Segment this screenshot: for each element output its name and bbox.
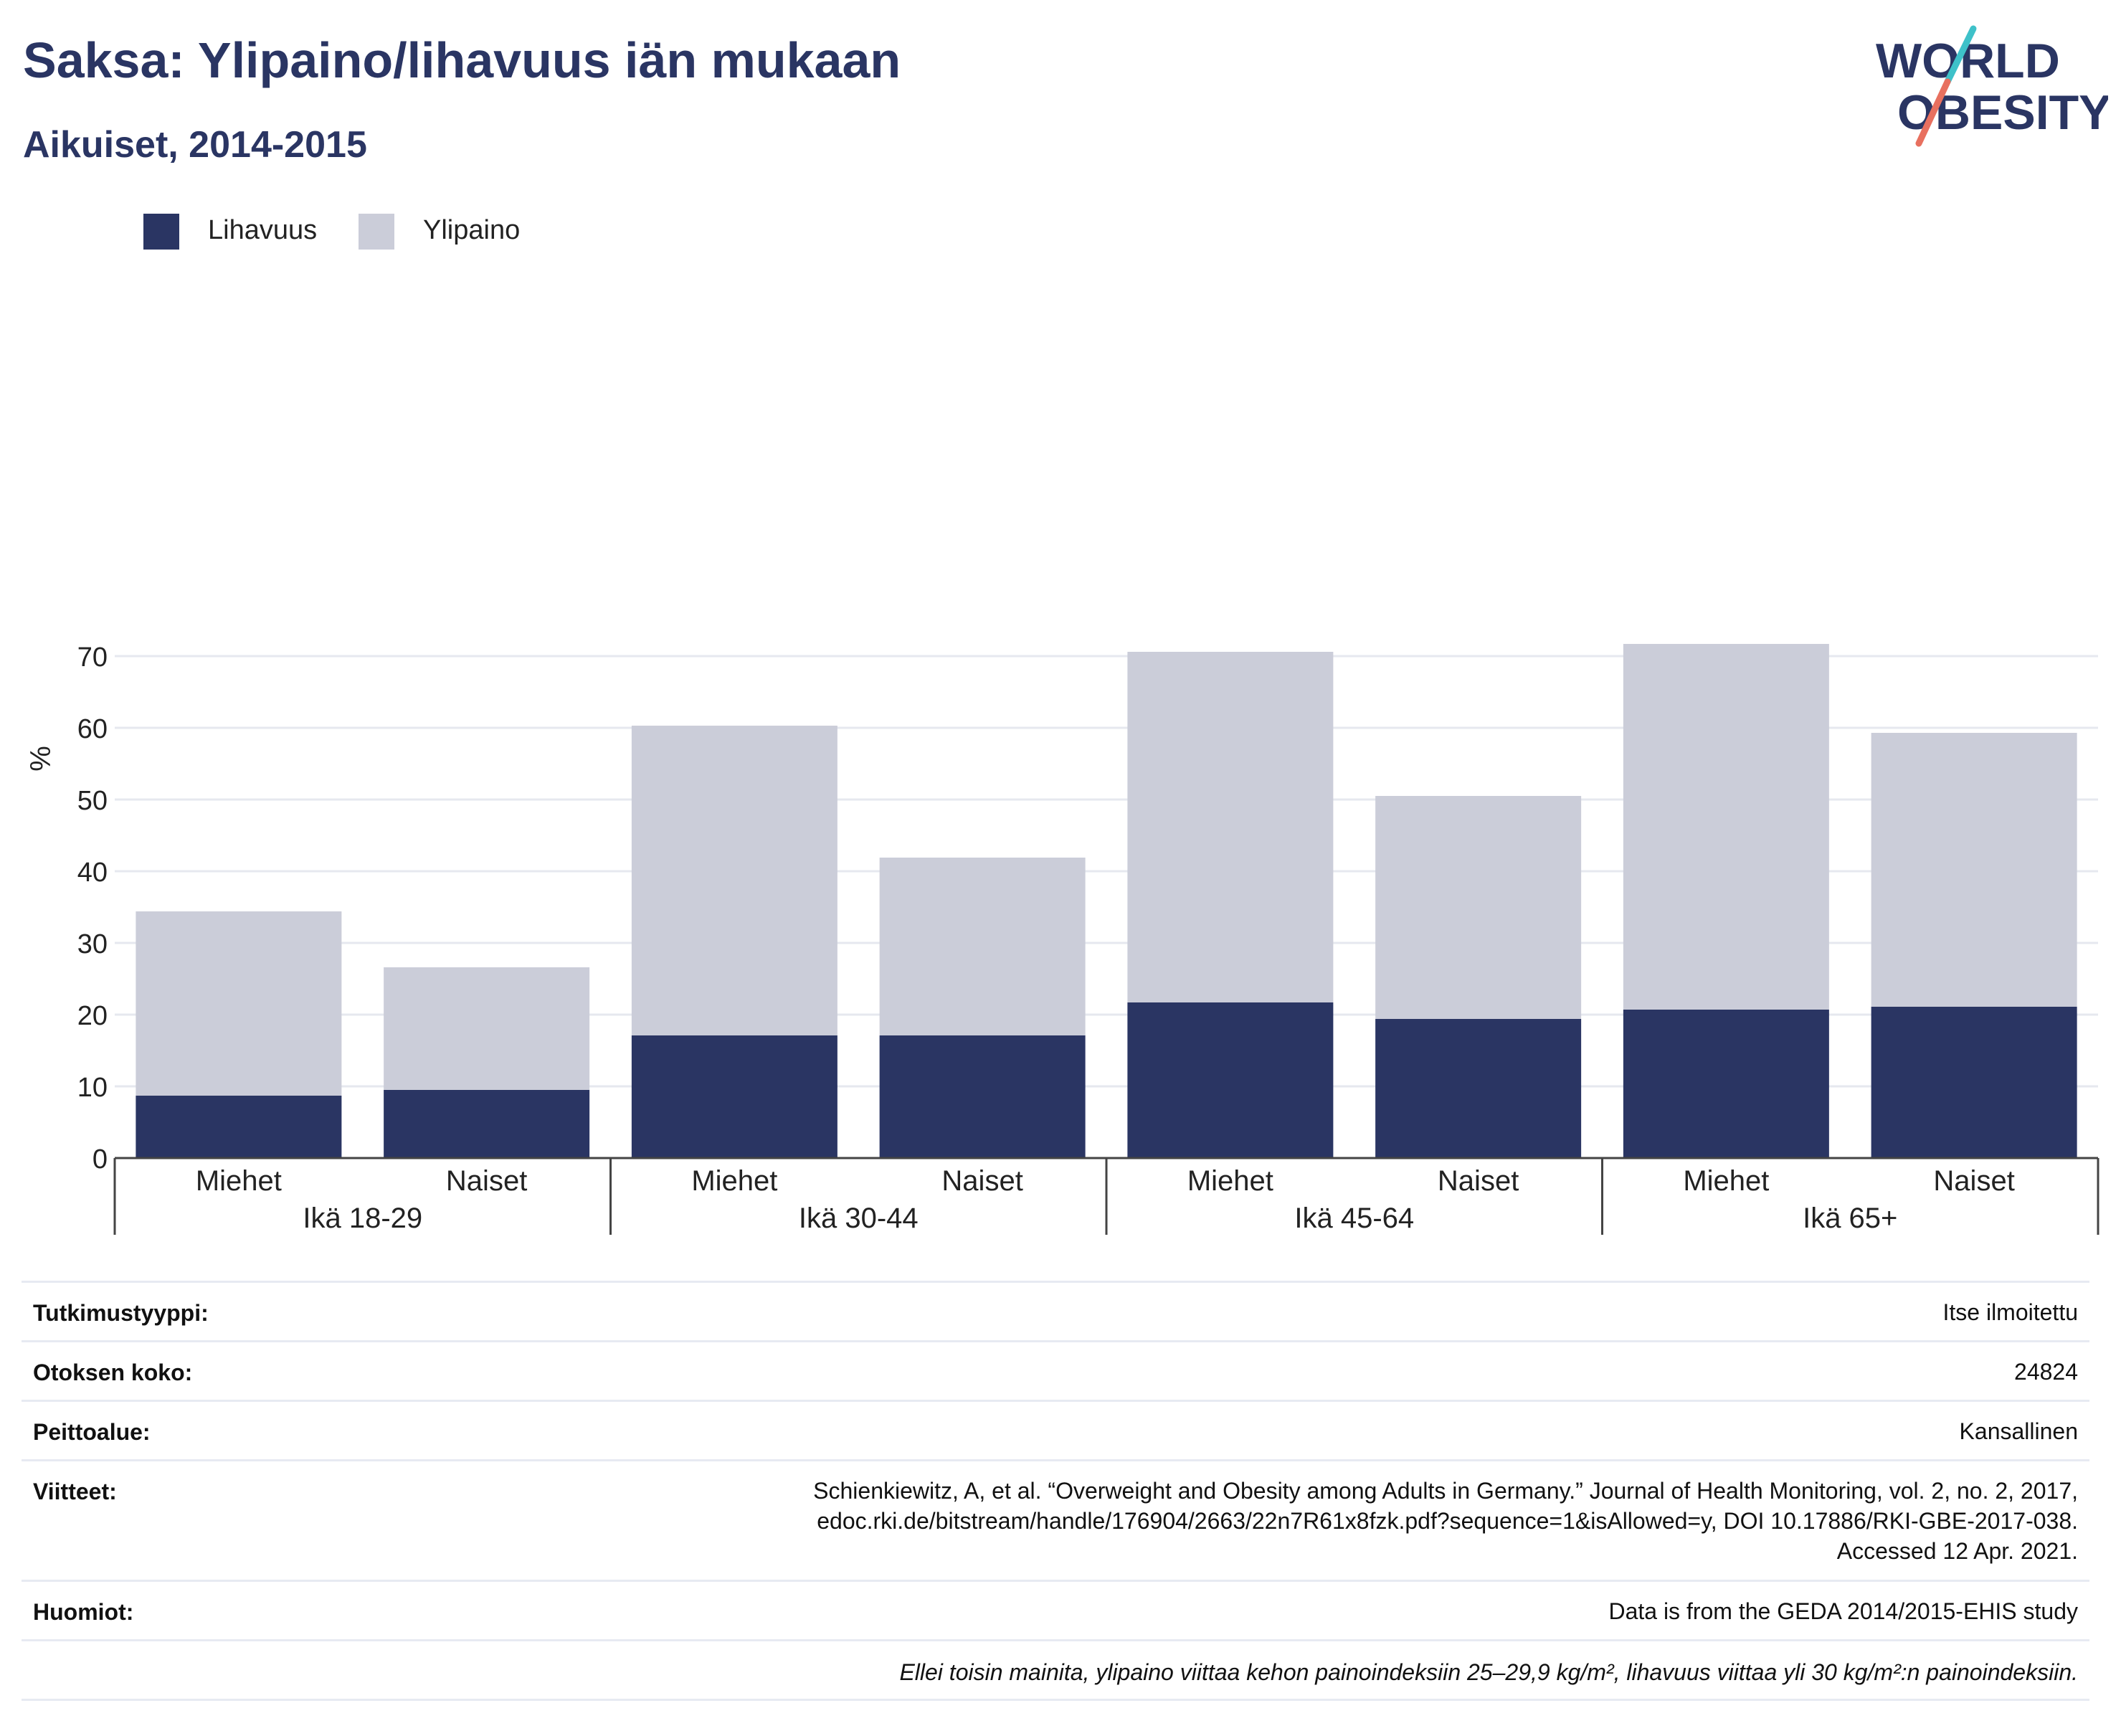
- bar-ylipaino[interactable]: [879, 858, 1086, 1035]
- x-category-label: Miehet: [691, 1165, 777, 1197]
- bar-lihavuus[interactable]: [879, 1035, 1086, 1158]
- bar-lihavuus[interactable]: [384, 1090, 590, 1158]
- bar-lihavuus[interactable]: [1127, 1002, 1334, 1158]
- meta-value-line: Itse ilmoitettu: [1942, 1299, 2078, 1325]
- logo-slash-teal: [1944, 25, 1977, 85]
- metadata-table: Tutkimustyyppi: Itse ilmoitettu Otoksen ko…: [22, 1281, 2089, 1701]
- bar-ylipaino[interactable]: [1871, 733, 2077, 1007]
- meta-key: Otoksen koko:: [33, 1360, 193, 1385]
- meta-value-line: 24824: [2014, 1359, 2078, 1385]
- y-tick-label: 30: [77, 929, 108, 959]
- footnote: Ellei toisin mainita, ylipaino viittaa k…: [899, 1659, 2078, 1685]
- meta-row: Huomiot: Data is from the GEDA 2014/2015-…: [22, 1580, 2089, 1639]
- x-group-label: Ikä 30-44: [799, 1203, 919, 1234]
- legend-label-lihavuus: Lihavuus: [208, 215, 318, 245]
- stacked-bar-chart: 0 10 20 30 40 50 60 70 Miehet Naiset Miehet Naiset M…: [25, 642, 2099, 1235]
- meta-value-line: Kansallinen: [1959, 1418, 2078, 1444]
- bar-ylipaino[interactable]: [631, 726, 838, 1035]
- x-category-label: Miehet: [196, 1165, 282, 1197]
- bar-ylipaino[interactable]: [1375, 796, 1582, 1019]
- bars: [136, 644, 2077, 1158]
- meta-row: Peittoalue: Kansallinen: [22, 1400, 2089, 1459]
- logo-word-obesity: OBESITY: [1897, 85, 2108, 140]
- axes: 0 10 20 30 40 50 60 70 Miehet Naiset Miehet Naiset M…: [77, 642, 2099, 1235]
- bar-ylipaino[interactable]: [1623, 644, 1829, 1010]
- meta-value: Schienkiewitz, A, et al. “Overweight and…: [813, 1476, 2078, 1566]
- y-tick-label: 40: [77, 858, 108, 888]
- meta-key: Tutkimustyyppi:: [33, 1300, 209, 1326]
- y-tick-label: 60: [77, 714, 108, 744]
- legend-swatch-lihavuus: [143, 214, 179, 250]
- y-tick-label: 70: [77, 642, 108, 673]
- meta-value: Kansallinen: [1960, 1416, 2078, 1446]
- meta-value-line: Data is from the GEDA 2014/2015-EHIS stu…: [1608, 1598, 2078, 1624]
- bar-ylipaino[interactable]: [136, 911, 342, 1096]
- meta-key: Peittoalue:: [33, 1419, 151, 1445]
- x-category-label: Naiset: [1438, 1165, 1519, 1197]
- y-axis-label: %: [25, 746, 57, 772]
- x-group-label: Ikä 65+: [1803, 1203, 1897, 1234]
- y-tick-label: 0: [92, 1144, 108, 1175]
- x-category-label: Miehet: [1683, 1165, 1769, 1197]
- bar-lihavuus[interactable]: [136, 1096, 342, 1158]
- meta-value: 24824: [2014, 1357, 2078, 1387]
- bar-ylipaino[interactable]: [1127, 652, 1334, 1002]
- footnote-row: Ellei toisin mainita, ylipaino viittaa k…: [22, 1639, 2089, 1701]
- chart-subtitle: Aikuiset, 2014-2015: [23, 124, 367, 166]
- meta-value-line: edoc.rki.de/bitstream/handle/176904/2663…: [817, 1508, 2078, 1534]
- bar-lihavuus[interactable]: [1623, 1010, 1829, 1158]
- bar-ylipaino[interactable]: [384, 967, 590, 1090]
- x-category-label: Naiset: [941, 1165, 1022, 1197]
- bar-lihavuus[interactable]: [1375, 1019, 1582, 1158]
- meta-row: Otoksen koko: 24824: [22, 1340, 2089, 1400]
- meta-value-line: Schienkiewitz, A, et al. “Overweight and…: [813, 1478, 2078, 1504]
- y-tick-label: 10: [77, 1073, 108, 1103]
- y-tick-label: 50: [77, 786, 108, 816]
- y-tick-label: 20: [77, 1001, 108, 1031]
- meta-value-line: Accessed 12 Apr. 2021.: [1836, 1538, 2078, 1564]
- x-category-label: Naiset: [446, 1165, 527, 1197]
- chart-title: Saksa: Ylipaino/lihavuus iän mukaan: [23, 32, 901, 88]
- meta-row: Tutkimustyyppi: Itse ilmoitettu: [22, 1281, 2089, 1340]
- meta-value: Itse ilmoitettu: [1942, 1297, 2078, 1327]
- meta-key: Huomiot:: [33, 1599, 134, 1625]
- legend-swatch-ylipaino: [359, 214, 394, 250]
- legend-label-ylipaino: Ylipaino: [423, 215, 521, 245]
- bar-lihavuus[interactable]: [631, 1035, 838, 1158]
- x-category-label: Naiset: [1933, 1165, 2014, 1197]
- meta-row: Viitteet: Schienkiewitz, A, et al. “Overw…: [22, 1459, 2089, 1580]
- x-group-label: Ikä 18-29: [303, 1203, 422, 1234]
- bar-lihavuus[interactable]: [1871, 1007, 2077, 1158]
- world-obesity-logo: WORLD OBESITY: [1876, 25, 2108, 147]
- x-category-label: Miehet: [1187, 1165, 1273, 1197]
- logo-slash-coral: [1915, 78, 1951, 147]
- meta-value: Data is from the GEDA 2014/2015-EHIS stu…: [1608, 1596, 2078, 1626]
- meta-key: Viitteet:: [33, 1479, 117, 1504]
- x-group-label: Ikä 45-64: [1294, 1203, 1414, 1234]
